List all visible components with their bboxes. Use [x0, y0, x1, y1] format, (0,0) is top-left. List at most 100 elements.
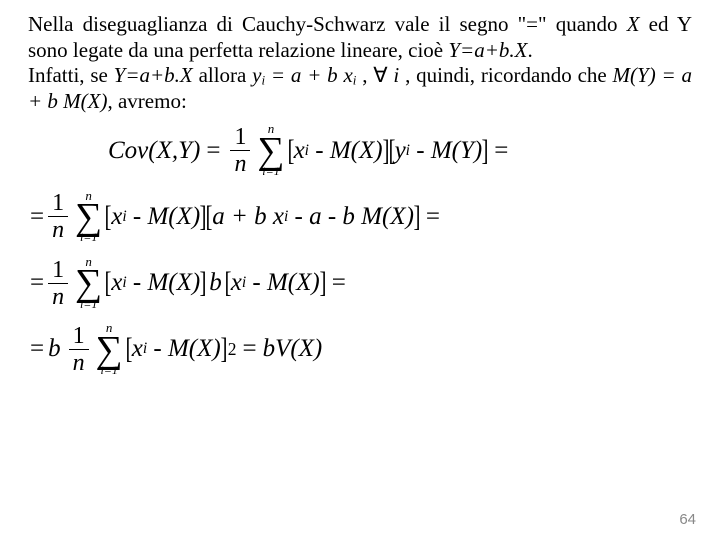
text-run: , avremo: [107, 89, 186, 113]
sum-lower: i=1 [80, 233, 97, 243]
sub: i [122, 274, 126, 292]
equals: = [30, 335, 44, 363]
numerator: 1 [48, 258, 68, 284]
power: 2 [228, 339, 237, 360]
denominator: n [69, 350, 89, 375]
sub: i [305, 142, 309, 160]
a: a [309, 203, 322, 231]
mx: M(X) [168, 335, 221, 363]
minus: - [295, 203, 303, 231]
fraction-1-n: 1n [69, 324, 89, 375]
text-run: allora [193, 63, 252, 87]
bracket-left: [ [125, 332, 132, 366]
fraction-1-n: 1n [48, 258, 68, 309]
mx: M(X) [267, 269, 320, 297]
minus: - [252, 269, 260, 297]
equals: = [494, 137, 508, 165]
minus: - [328, 203, 336, 231]
bracket-right: ] [413, 200, 420, 234]
equals: = [426, 203, 440, 231]
a: a [212, 203, 225, 231]
b: b [209, 269, 222, 297]
numerator: 1 [48, 191, 68, 217]
sub: i [406, 142, 410, 160]
sum-lower: i=1 [100, 366, 117, 376]
eq-inline: = a + b x [265, 63, 353, 87]
text-run: , quindi, ricordando che [399, 63, 612, 87]
fraction-1-n: 1n [48, 191, 68, 242]
denominator: n [48, 284, 68, 309]
equation-line-1: Cov(X,Y) = 1n n∑i=1 [xi - M(X)][yi - M(Y… [108, 124, 692, 176]
sub: i [242, 274, 246, 292]
fraction-1-n: 1n [230, 125, 250, 176]
text-run: , ∀ [356, 63, 393, 87]
equals: = [332, 269, 346, 297]
mx: M(X) [147, 269, 200, 297]
mx: M(X) [147, 203, 200, 231]
numerator: 1 [69, 324, 89, 350]
bracket-left: [ [388, 134, 395, 168]
equation-block: Cov(X,Y) = 1n n∑i=1 [xi - M(X)][yi - M(Y… [28, 124, 692, 375]
equation-line-4: = b 1n n∑i=1 [xi - M(X)]2 = b V(X) [30, 323, 692, 375]
var-x: X [627, 12, 640, 36]
text-run: Nella diseguaglianza di Cauchy-Schwarz v… [28, 12, 627, 36]
sigma-symbol: ∑ [75, 267, 102, 299]
sub: i [284, 208, 288, 226]
mx: M(X) [330, 137, 383, 165]
text-run: . [527, 38, 532, 62]
var: x [294, 137, 305, 165]
equals: = [30, 269, 44, 297]
cov-args: (X,Y) [148, 137, 200, 165]
cov-label: Cov [108, 137, 148, 165]
sigma: n∑i=1 [257, 124, 284, 176]
plus: + [231, 203, 248, 231]
bracket-left: [ [206, 200, 213, 234]
var: x [273, 203, 284, 231]
sigma: n∑i=1 [75, 257, 102, 309]
equals: = [30, 203, 44, 231]
denominator: n [48, 217, 68, 242]
b: b [254, 203, 267, 231]
minus: - [133, 269, 141, 297]
eq-inline: Y=a+b.X [114, 63, 193, 87]
my: M(Y) [431, 137, 482, 165]
eq-inline: Y=a+b.X [448, 38, 527, 62]
var: x [132, 335, 143, 363]
mx: M(X) [361, 203, 414, 231]
paragraph-1: Nella diseguaglianza di Cauchy-Schwarz v… [28, 12, 692, 114]
bracket-left: [ [287, 134, 294, 168]
var-y: y [252, 63, 261, 87]
bracket-left: [ [224, 266, 231, 300]
sigma-symbol: ∑ [75, 201, 102, 233]
minus: - [133, 203, 141, 231]
bracket-right: ] [319, 266, 326, 300]
bracket-left: [ [105, 266, 112, 300]
bracket-left: [ [105, 200, 112, 234]
sigma-symbol: ∑ [257, 135, 284, 167]
numerator: 1 [230, 125, 250, 151]
sum-lower: i=1 [80, 300, 97, 310]
equation-line-2: = 1n n∑i=1 [xi - M(X)][a + b xi - a - b … [30, 191, 692, 243]
denominator: n [230, 151, 250, 176]
var: y [395, 137, 406, 165]
vx: V(X) [275, 335, 322, 363]
document-page: Nella diseguaglianza di Cauchy-Schwarz v… [0, 0, 720, 540]
b: b [263, 335, 276, 363]
var: x [111, 203, 122, 231]
sum-lower: i=1 [262, 167, 279, 177]
sigma-symbol: ∑ [96, 334, 123, 366]
sigma: n∑i=1 [96, 323, 123, 375]
equals: = [242, 335, 256, 363]
bracket-right: ] [200, 266, 207, 300]
page-number: 64 [679, 511, 696, 528]
b: b [48, 335, 61, 363]
bracket-right: ] [220, 332, 227, 366]
sub: i [143, 340, 147, 358]
sigma: n∑i=1 [75, 191, 102, 243]
var: x [111, 269, 122, 297]
minus: - [416, 137, 424, 165]
text-run: Infatti, se [28, 63, 114, 87]
sub: i [122, 208, 126, 226]
b: b [342, 203, 355, 231]
bracket-right: ] [482, 134, 489, 168]
